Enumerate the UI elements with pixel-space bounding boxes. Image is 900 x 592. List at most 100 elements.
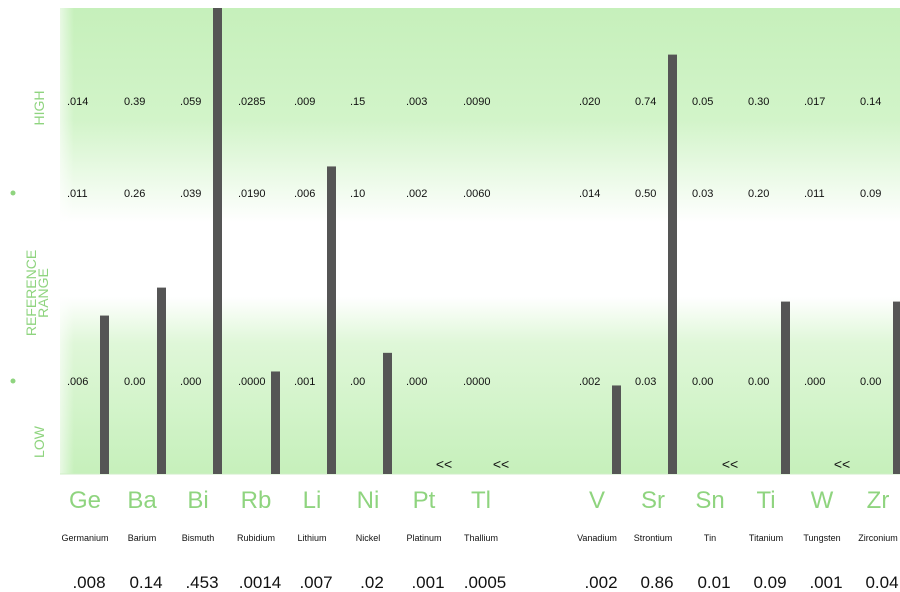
- low-value: 0.00: [860, 376, 881, 388]
- high-value: 0.05: [692, 96, 713, 108]
- high-value: .020: [579, 96, 600, 108]
- reference-value: .011: [804, 188, 825, 200]
- element-symbol: Sn: [695, 487, 724, 514]
- element-name: Titanium: [749, 533, 783, 543]
- reference-value: 0.20: [748, 188, 769, 200]
- element-name: Strontium: [634, 533, 673, 543]
- element-symbol: Li: [303, 487, 322, 514]
- element-name: Zirconium: [858, 533, 898, 543]
- low-value: .00: [350, 376, 365, 388]
- element-name: Tungsten: [803, 533, 840, 543]
- element-result: 0.04: [865, 573, 898, 592]
- axis-label-range: RANGE: [35, 268, 51, 318]
- element-symbol: V: [589, 487, 605, 514]
- low-value: 0.03: [635, 376, 656, 388]
- element-name: Platinum: [406, 533, 441, 543]
- bar-bismuth: [213, 8, 222, 474]
- element-symbol: Pt: [413, 487, 436, 514]
- high-value: .0285: [238, 96, 266, 108]
- high-value: 0.74: [635, 96, 656, 108]
- element-symbol: Ti: [756, 487, 775, 514]
- bar-rubidium: [271, 371, 280, 474]
- high-value: .15: [350, 96, 365, 108]
- element-result: .007: [299, 573, 332, 592]
- reference-value: .014: [579, 188, 600, 200]
- element-symbol: Ge: [69, 487, 101, 514]
- element-name: Lithium: [297, 533, 326, 543]
- element-symbol: Ni: [357, 487, 380, 514]
- ref-upper-dot: [10, 190, 16, 196]
- bar-germanium: [100, 315, 109, 474]
- element-result: 0.01: [697, 573, 730, 592]
- bar-strontium: [668, 54, 677, 474]
- element-symbol: Zr: [867, 487, 890, 514]
- bar-lithium: [327, 166, 336, 474]
- low-value: 0.00: [124, 376, 145, 388]
- element-symbol: W: [811, 487, 834, 514]
- high-value: .014: [67, 96, 88, 108]
- high-value: .003: [406, 96, 427, 108]
- low-value: .0000: [463, 376, 491, 388]
- below-range-arrow: <<: [722, 456, 738, 472]
- reference-value: .002: [406, 188, 427, 200]
- element-result: .008: [72, 573, 105, 592]
- low-value: 0.00: [692, 376, 713, 388]
- bar-zirconium: [893, 301, 900, 474]
- below-range-arrow: <<: [834, 456, 850, 472]
- element-result: 0.86: [640, 573, 673, 592]
- reference-value: .10: [350, 188, 365, 200]
- low-value: .000: [180, 376, 201, 388]
- element-result: .02: [360, 573, 384, 592]
- bar-barium: [157, 287, 166, 474]
- reference-value: .0190: [238, 188, 266, 200]
- element-symbol: Ba: [127, 487, 157, 514]
- reference-value: 0.50: [635, 188, 656, 200]
- ref-lower-dot: [10, 378, 16, 384]
- high-value: 0.30: [748, 96, 769, 108]
- element-result: 0.09: [753, 573, 786, 592]
- axis-label-reference: REFERENCE: [23, 250, 39, 336]
- reference-value: 0.26: [124, 188, 145, 200]
- element-result: .001: [809, 573, 842, 592]
- element-columns: .014 .011 .006 Ge Germanium .008 0.39 0.26 0.00 B…: [61, 8, 900, 592]
- low-value: 0.00: [748, 376, 769, 388]
- low-value: .000: [804, 376, 825, 388]
- reference-value: .039: [180, 188, 201, 200]
- element-result: .0005: [464, 573, 507, 592]
- element-result: 0.14: [129, 573, 162, 592]
- high-value: 0.14: [860, 96, 881, 108]
- bar-nickel: [383, 352, 392, 474]
- low-value: .006: [67, 376, 88, 388]
- element-symbol: Tl: [471, 487, 491, 514]
- low-value: .002: [579, 376, 600, 388]
- element-symbol: Sr: [641, 487, 665, 514]
- element-result: .0014: [239, 573, 282, 592]
- below-range-arrow: <<: [436, 456, 452, 472]
- element-result: .453: [185, 573, 218, 592]
- element-result: .002: [584, 573, 617, 592]
- band-left-fade: [60, 8, 74, 474]
- element-name: Barium: [128, 533, 157, 543]
- high-value: 0.39: [124, 96, 145, 108]
- element-name: Rubidium: [237, 533, 275, 543]
- axis-label-high: HIGH: [31, 91, 47, 126]
- element-symbol: Bi: [187, 487, 208, 514]
- reference-value: .011: [67, 188, 88, 200]
- element-symbol: Rb: [241, 487, 272, 514]
- element-name: Tin: [704, 533, 716, 543]
- low-value: .0000: [238, 376, 266, 388]
- reference-value: 0.03: [692, 188, 713, 200]
- element-name: Nickel: [356, 533, 381, 543]
- reference-band: [60, 8, 900, 474]
- axis-label-low: LOW: [31, 425, 47, 458]
- element-result: .001: [411, 573, 444, 592]
- low-value: .000: [406, 376, 427, 388]
- reference-value: .0060: [463, 188, 491, 200]
- reference-value: .006: [294, 188, 315, 200]
- low-value: .001: [294, 376, 315, 388]
- element-name: Bismuth: [182, 533, 215, 543]
- bar-vanadium: [612, 385, 621, 474]
- high-value: .0090: [463, 96, 491, 108]
- element-name: Vanadium: [577, 533, 617, 543]
